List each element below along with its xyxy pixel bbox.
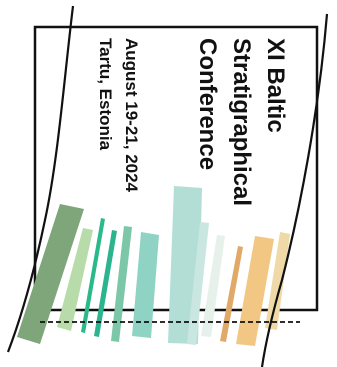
stratum-bar [57,228,93,331]
conference-location: Tartu, Estonia [96,38,115,151]
stratum-bar [187,222,209,345]
stratum-bar [81,218,105,333]
title-line-2: Stratigraphical [228,38,255,206]
stratum-bar [111,226,132,342]
title-line-3: Conference [194,38,221,170]
stratum-bar [220,246,243,342]
stratum-bar [201,235,225,337]
subtitle-block: August 19-21, 2024 Tartu, Estonia [96,38,141,193]
stratum-bar [17,204,84,344]
conference-dates: August 19-21, 2024 [122,38,141,193]
right-curve-line [260,13,329,367]
left-curve-line [6,5,75,353]
stratum-bar [265,232,290,330]
title-line-1: XI Baltic [262,38,289,133]
strata-bars [17,186,290,346]
stratum-bar [94,230,117,337]
stratum-bar [132,232,159,338]
stratum-bar [236,236,274,346]
title-block: XI Baltic Stratigraphical Conference [194,38,289,206]
